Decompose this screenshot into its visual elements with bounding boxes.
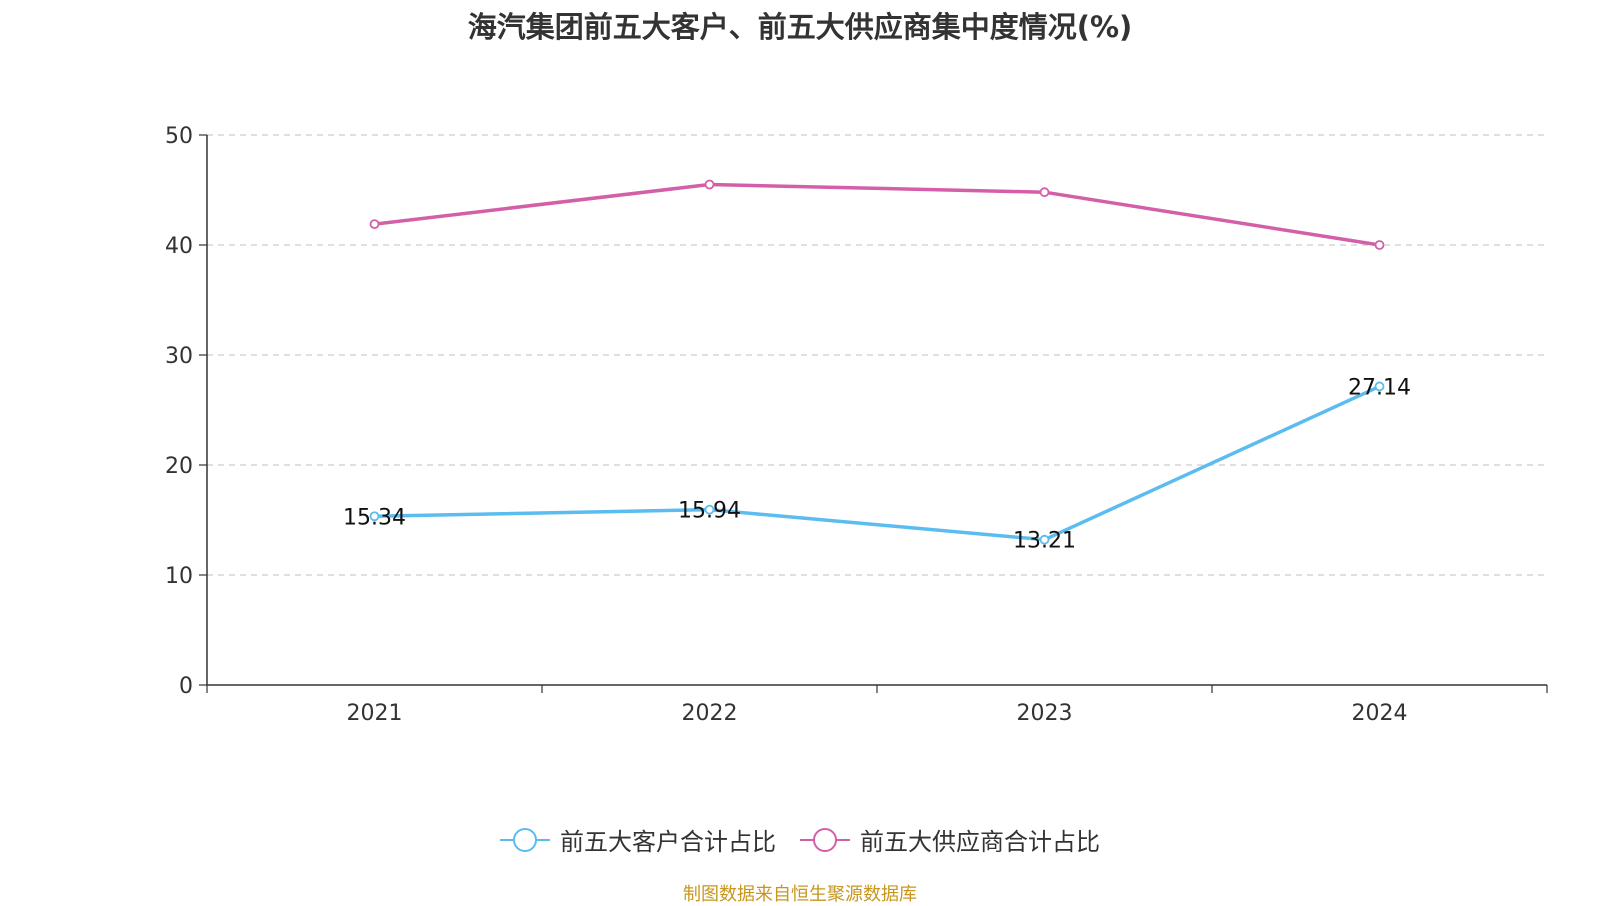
chart-title: 海汽集团前五大客户、前五大供应商集中度情况(%) (467, 10, 1133, 44)
y-tick-label: 0 (179, 674, 193, 699)
legend-label-suppliers: 前五大供应商合计占比 (860, 828, 1100, 856)
data-point (704, 504, 715, 515)
y-tick-label: 30 (165, 344, 193, 369)
y-tick-label: 50 (165, 124, 193, 149)
data-point (704, 179, 715, 190)
x-tick-label: 2023 (1017, 701, 1073, 726)
series-line-1 (374, 182, 1380, 247)
x-tick-label: 2022 (682, 701, 738, 726)
legend-label-customers: 前五大客户合计占比 (560, 828, 776, 856)
data-label: 13.21 (1013, 529, 1076, 554)
source-note: 制图数据来自恒生聚源数据库 (683, 884, 917, 905)
data-point (1374, 240, 1385, 250)
x-tick-label: 2024 (1352, 701, 1408, 726)
data-label: 27.14 (1348, 375, 1411, 400)
legend-item-customers[interactable]: 前五大客户合计占比 (500, 822, 776, 857)
data-point (1039, 534, 1050, 545)
data-point (369, 219, 380, 230)
data-label: 15.34 (343, 505, 406, 530)
x-tick-label: 2021 (347, 701, 403, 726)
y-tick-label: 10 (165, 564, 193, 589)
data-point (369, 511, 380, 522)
legend: 前五大客户合计占比 前五大供应商合计占比 (0, 822, 1600, 857)
data-label: 15.94 (678, 499, 741, 524)
y-tick-label: 40 (165, 234, 193, 259)
legend-marker-customers (500, 827, 550, 852)
data-point (1374, 381, 1385, 392)
data-point (1039, 187, 1050, 198)
series-line-0 (374, 384, 1381, 542)
y-tick-label: 20 (165, 454, 193, 479)
legend-marker-suppliers (800, 827, 850, 852)
legend-item-suppliers[interactable]: 前五大供应商合计占比 (800, 822, 1100, 857)
